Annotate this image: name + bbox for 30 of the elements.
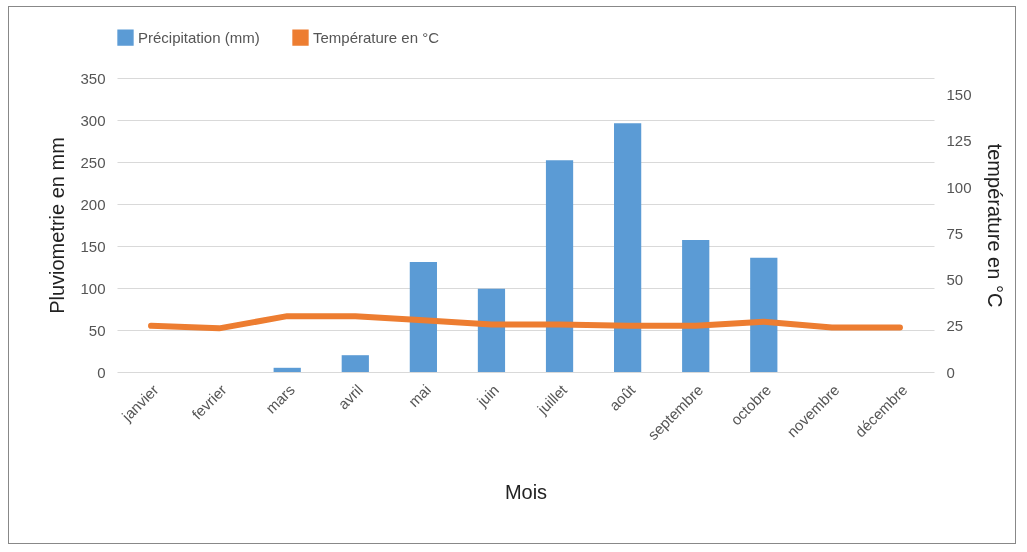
legend-label: Précipitation (mm) — [138, 28, 260, 46]
y2-tick-label: 0 — [946, 363, 955, 381]
bar — [273, 367, 301, 372]
y-tick-label: 50 — [88, 321, 106, 339]
y-tick-label: 350 — [80, 69, 106, 87]
y2-axis-title: température en °C — [983, 143, 1006, 308]
bar — [545, 160, 574, 372]
y-tick-label: 100 — [80, 279, 106, 297]
x-axis-title: Mois — [504, 481, 548, 504]
bar — [341, 355, 369, 372]
y-tick-label: 150 — [80, 237, 106, 255]
y-axis-title: Pluviometrie en mm — [46, 137, 69, 314]
y-tick-label: 200 — [80, 195, 106, 213]
bar — [750, 257, 778, 372]
legend-label: Température en °C — [313, 28, 440, 46]
y2-tick-label: 75 — [946, 224, 964, 242]
y2-tick-label: 50 — [946, 271, 964, 289]
bar — [682, 240, 710, 372]
y2-tick-label: 150 — [946, 86, 972, 104]
bar — [614, 123, 642, 372]
y-tick-label: 0 — [97, 363, 106, 381]
y2-tick-label: 125 — [946, 132, 972, 150]
y-tick-label: 300 — [80, 111, 106, 129]
bar — [409, 261, 437, 372]
y2-tick-label: 25 — [946, 317, 964, 335]
y-tick-label: 250 — [80, 153, 106, 171]
x-tick-label: mai — [404, 381, 434, 411]
x-tick-label: juin — [472, 381, 503, 411]
bar — [477, 288, 506, 372]
y2-tick-label: 100 — [946, 178, 972, 196]
